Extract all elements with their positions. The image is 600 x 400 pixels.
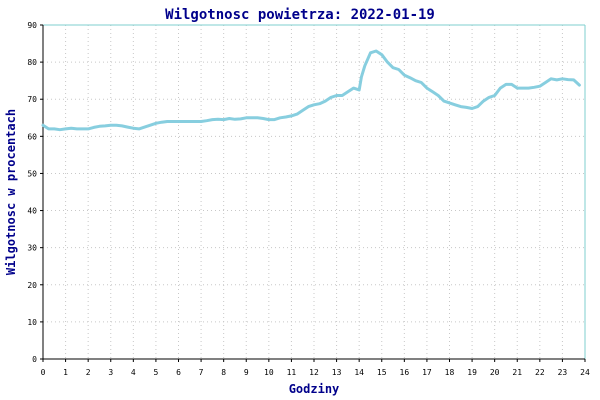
x-axis-label: Godziny [289, 382, 340, 396]
y-tick-label: 60 [27, 132, 37, 141]
y-tick-label: 40 [27, 207, 37, 216]
x-tick-label: 1 [63, 368, 68, 377]
x-tick-label: 21 [512, 368, 522, 377]
chart-title: Wilgotnosc powietrza: 2022-01-19 [165, 7, 435, 23]
y-tick-label: 90 [27, 21, 37, 30]
x-tick-label: 18 [445, 368, 455, 377]
x-tick-label: 17 [422, 368, 432, 377]
grid-layer [43, 25, 585, 359]
y-tick-label: 30 [27, 244, 37, 253]
x-tick-label: 2 [86, 368, 91, 377]
x-tick-label: 13 [332, 368, 342, 377]
x-tick-label: 24 [580, 368, 590, 377]
x-tick-label: 3 [108, 368, 113, 377]
x-tick-label: 10 [264, 368, 274, 377]
y-tick-label: 10 [27, 318, 37, 327]
plot-frame [42, 24, 586, 360]
x-tick-label: 22 [535, 368, 545, 377]
humidity-series-line [41, 49, 581, 132]
x-tick-label: 20 [490, 368, 500, 377]
x-tick-label: 11 [287, 368, 297, 377]
x-tick-label: 16 [400, 368, 410, 377]
x-tick-label: 0 [41, 368, 46, 377]
x-tick-label: 9 [244, 368, 249, 377]
x-tick-label: 6 [176, 368, 181, 377]
y-tick-label: 80 [27, 58, 37, 67]
x-tick-label: 7 [199, 368, 204, 377]
x-tick-label: 12 [309, 368, 319, 377]
x-tick-label: 4 [131, 368, 136, 377]
x-tick-label: 15 [377, 368, 387, 377]
x-axis-ticks: 0 1 2 3 4 5 6 7 8 9 10 11 12 13 14 15 16 17 18 19 20 21 22 23 24 [41, 359, 590, 377]
y-tick-label: 70 [27, 95, 37, 104]
y-axis-label: Wilgotnosc w procentach [4, 109, 18, 275]
y-axis-ticks: 0 10 20 30 40 50 60 70 80 90 [27, 21, 43, 364]
y-tick-label: 0 [32, 355, 37, 364]
x-tick-label: 19 [467, 368, 477, 377]
x-tick-label: 8 [221, 368, 226, 377]
y-tick-label: 20 [27, 281, 37, 290]
y-tick-label: 50 [27, 169, 37, 178]
series-layer [41, 49, 581, 132]
x-tick-label: 23 [558, 368, 568, 377]
x-tick-label: 14 [354, 368, 364, 377]
x-tick-label: 5 [154, 368, 159, 377]
